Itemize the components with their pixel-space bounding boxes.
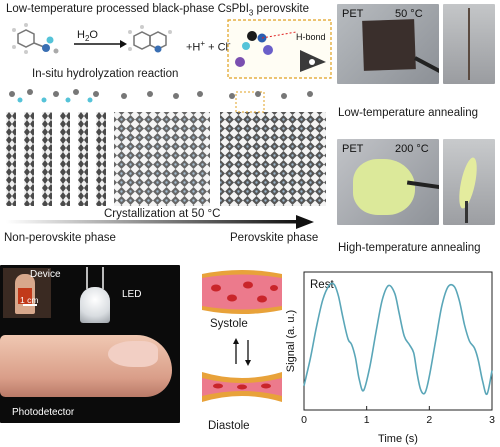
led-label: LED [122,289,142,300]
device-label: Device [30,269,61,280]
x-ticks: 0 1 2 3 [301,406,495,426]
reaction-label-water: H2O [77,29,98,44]
x-axis-label: Time (s) [378,433,418,445]
y-axis-label: Signal (a. u.) [285,310,297,372]
pressure-arrows [233,338,251,366]
photo-low-temp-bent [443,4,495,84]
molecule-reactant [12,23,59,54]
signal-chart: Rest Signal (a. u.) Time (s) 0 1 2 3 [285,271,495,445]
low-temp-caption: Low-temperature annealing [338,107,479,119]
plot-frame [303,271,493,411]
systole-label: Systole [210,318,248,330]
figure-title: Low-temperature processed black-phase Cs… [6,3,309,18]
perovskite-film-yellow [353,159,415,215]
led-bulb [80,287,110,323]
vessel-diastole [202,372,282,402]
photodetector-label: Photodetector [12,407,75,418]
chart-title: Rest [310,279,334,291]
reaction-schematic: H-bond [6,19,332,229]
scale-label: 1 cm [20,295,39,305]
low-temp-label: 50 °C [395,8,423,20]
photo-high-temp-film: PET 200 °C [337,139,439,225]
photo-high-temp-bent [443,139,495,225]
intermediate-structure [114,91,210,206]
crystallization-label: Crystallization at 50 °C [104,208,221,220]
device-photo: Device 1 cm LED Photodetector [0,265,180,423]
h-bond-inset: H-bond [227,19,332,79]
x-tick-label: 1 [364,414,370,426]
high-substrate-label: PET [342,143,364,155]
x-tick-label: 3 [489,414,495,426]
x-tick-label: 0 [301,414,307,426]
reaction-label-products: +H+ + Cl- [186,39,231,54]
device-inset [3,268,51,318]
perovskite-structure [220,91,326,206]
low-substrate-label: PET [342,8,364,20]
photo-low-temp-film: PET 50 °C [337,4,439,84]
non-perovskite-structure [6,89,106,206]
signal-line [303,282,493,396]
tweezer [414,56,439,76]
perovskite-label: Perovskite phase [230,232,319,244]
vessel-diagram [202,270,282,402]
perovskite-film-dark [362,19,416,71]
fingernail [108,341,158,367]
h-bond-label: H-bond [296,32,326,42]
high-temp-caption: High-temperature annealing [338,242,481,254]
diastole-label: Diastole [208,420,250,432]
non-perovskite-label: Non-perovskite phase [4,232,116,244]
reaction-label: In-situ hydrolyzation reaction [32,68,179,80]
x-tick-label: 2 [426,414,432,426]
high-temp-label: 200 °C [395,143,429,155]
molecule-product [128,25,172,53]
vessel-systole [202,270,282,314]
